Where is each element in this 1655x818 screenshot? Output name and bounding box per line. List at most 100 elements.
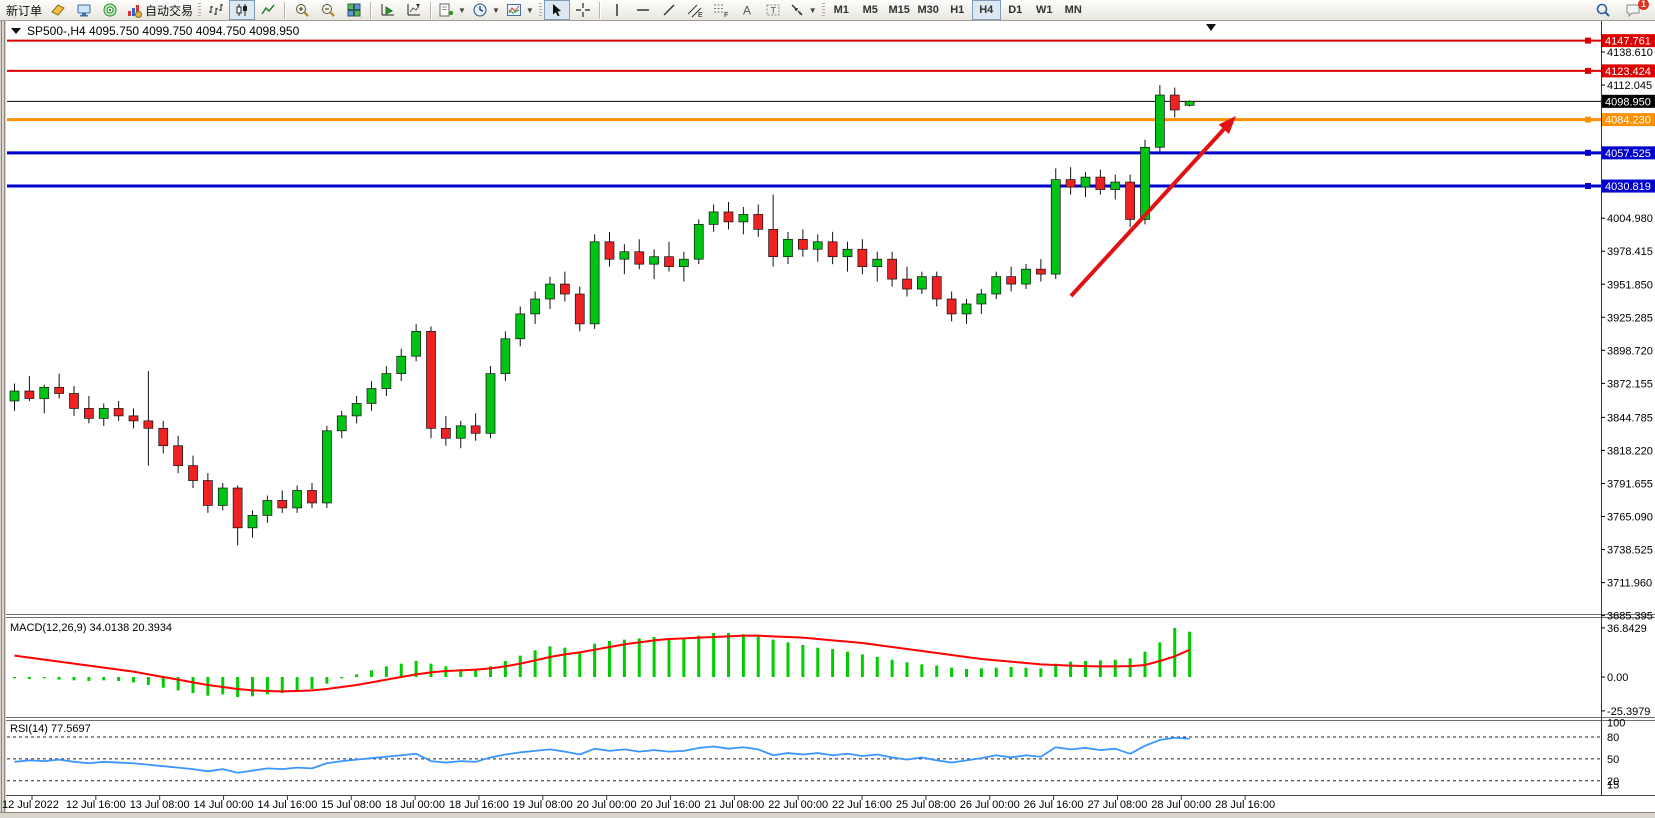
autotrading-icon (128, 5, 143, 18)
candle-down (1036, 268, 1046, 275)
chart-shift-marker[interactable] (1206, 24, 1216, 31)
rsi-scale-label: 80 (1607, 732, 1619, 744)
time-tick-label: 14 Jul 16:00 (257, 799, 317, 811)
candle-up (9, 390, 20, 402)
price-axis[interactable]: 4147.761 4123.424 4098.950 4084.230 4057.525… (1601, 34, 1655, 791)
chart-background (0, 21, 1655, 818)
trend-arrow-head[interactable] (1218, 116, 1236, 134)
timeframe-w1-button[interactable]: W1 (1035, 4, 1053, 16)
candle-up (1155, 94, 1165, 148)
signals-button[interactable] (97, 0, 123, 20)
arrows-button[interactable]: ▼ (786, 0, 820, 20)
notifications-button[interactable]: 1 (1620, 0, 1649, 20)
timeframe-m15-button[interactable]: M15 (888, 4, 910, 16)
rsi-scale-label: 20 (1607, 776, 1619, 788)
fibonacci-button[interactable]: F (708, 0, 734, 20)
macd-signal-line (14, 634, 1191, 693)
candle-up (649, 256, 659, 265)
level-handle[interactable] (1585, 183, 1591, 190)
channel-icon: E (687, 4, 703, 18)
caret-down-icon: ▼ (525, 5, 534, 15)
indicators-button[interactable]: ▼ (435, 0, 469, 20)
candle-up (411, 330, 421, 357)
candle-up (1021, 268, 1031, 285)
signal-icon (103, 3, 117, 17)
timeframe-m5-button[interactable]: M5 (862, 4, 878, 16)
candle-up (961, 303, 972, 315)
cursor-button[interactable] (543, 0, 570, 20)
time-tick-label: 19 Jul 08:00 (513, 799, 573, 811)
vertical-line-button[interactable] (604, 0, 630, 20)
monitor-icon (77, 4, 91, 17)
crosshair-button[interactable] (570, 0, 596, 20)
chart-shift-button[interactable] (401, 0, 427, 20)
price-badge (1602, 113, 1655, 127)
candle-down (84, 408, 94, 419)
bar-chart-button[interactable] (203, 0, 229, 20)
pane-splitter-macd[interactable] (6, 614, 1655, 618)
periods-button[interactable]: ▼ (469, 0, 503, 20)
rsi-label: RSI(14) 77.5697 (10, 723, 91, 735)
time-tick-label: 21 Jul 08:00 (704, 799, 764, 811)
equidistant-channel-button[interactable]: E (682, 0, 708, 20)
candle-down (887, 258, 897, 280)
timeframe-mn-button[interactable]: MN (1064, 4, 1082, 16)
tile-windows-button[interactable] (341, 0, 367, 20)
line-chart-button[interactable] (255, 0, 281, 20)
trendline-button[interactable] (656, 0, 682, 20)
new-order-button[interactable]: 新订单 (3, 0, 45, 20)
pane-splitter-rsi[interactable] (6, 717, 1655, 721)
toolbar-separator (370, 1, 373, 19)
price-tick-label: 3818.220 (1607, 445, 1653, 457)
toolbar-grip (198, 2, 202, 18)
level-handle[interactable] (1585, 116, 1591, 123)
candle-down (203, 480, 213, 506)
candle-down (604, 241, 615, 260)
text-label-button[interactable]: T (760, 0, 786, 20)
candle-up (589, 241, 600, 325)
candle-up (1050, 179, 1061, 275)
horizontal-line-button[interactable] (630, 0, 656, 20)
toolbar-separator (430, 1, 433, 19)
candle-down (902, 278, 912, 290)
candle-up (783, 238, 793, 258)
macd-layer (13, 627, 1192, 697)
timeframe-d1-button[interactable]: D1 (1008, 4, 1023, 16)
zoom-in-button[interactable] (289, 0, 315, 20)
macd-scale-label: 0.00 (1607, 672, 1628, 684)
templates-button[interactable]: ▼ (503, 0, 537, 20)
candle-up (976, 293, 987, 305)
text-button[interactable]: A (734, 0, 760, 20)
level-handle[interactable] (1585, 67, 1591, 74)
price-tick-label: 3978.415 (1607, 246, 1653, 258)
timeframe-m1-button[interactable]: M1 (833, 4, 849, 16)
candle-up (1184, 100, 1195, 106)
auto-scroll-button[interactable] (375, 0, 401, 20)
level-handle[interactable] (1585, 149, 1591, 156)
ticket-button[interactable] (45, 0, 71, 20)
svg-text:A: A (743, 4, 751, 18)
candle-up (292, 490, 302, 509)
price-badge-label: 4147.761 (1605, 36, 1651, 48)
price-badge-label: 4030.819 (1605, 181, 1651, 193)
symbol-dropdown-icon[interactable] (11, 28, 21, 34)
candlestick-chart-button[interactable] (229, 0, 256, 20)
autotrading-button[interactable]: 自动交易 (123, 0, 196, 20)
timeframe-h4-button[interactable]: H4 (971, 0, 1001, 20)
time-tick-label: 20 Jul 00:00 (577, 799, 637, 811)
tile-windows-icon (347, 3, 361, 17)
timeframe-m30-button[interactable]: M30 (917, 4, 939, 16)
time-tick-label: 22 Jul 00:00 (768, 799, 828, 811)
level-handle[interactable] (1585, 37, 1591, 44)
time-axis[interactable]: 12 Jul 2022 12 Jul 16:00 13 Jul 08:00 14 Ju… (2, 796, 1275, 811)
candle-down (768, 228, 778, 258)
caret-down-icon: ▼ (808, 5, 817, 15)
zoom-out-button[interactable] (315, 0, 341, 20)
search-button[interactable] (1590, 0, 1616, 20)
timeframe-h1-button[interactable]: H1 (950, 4, 965, 16)
price-tick-label: 4112.045 (1607, 80, 1652, 92)
terminal-button[interactable] (71, 0, 97, 20)
indicator-add-icon (439, 3, 454, 17)
trend-arrow-shaft[interactable] (1069, 127, 1226, 298)
